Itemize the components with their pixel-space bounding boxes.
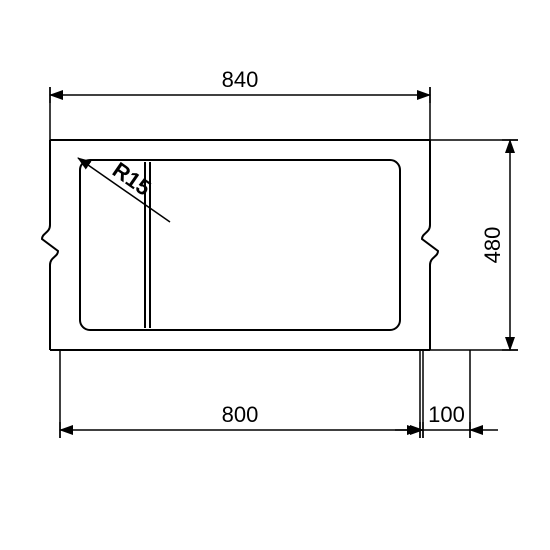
radius-label: R15 — [108, 157, 155, 201]
outer-left-break — [42, 140, 58, 350]
dim-bottom-main-label: 800 — [222, 402, 259, 427]
dim-top-label: 840 — [222, 67, 259, 92]
dim-bottom-offset-label: 100 — [428, 402, 465, 427]
dim-right-label: 480 — [480, 227, 505, 264]
outer-right-break — [422, 140, 438, 350]
dimension-drawing: R15 840 480 800 100 — [0, 0, 550, 550]
